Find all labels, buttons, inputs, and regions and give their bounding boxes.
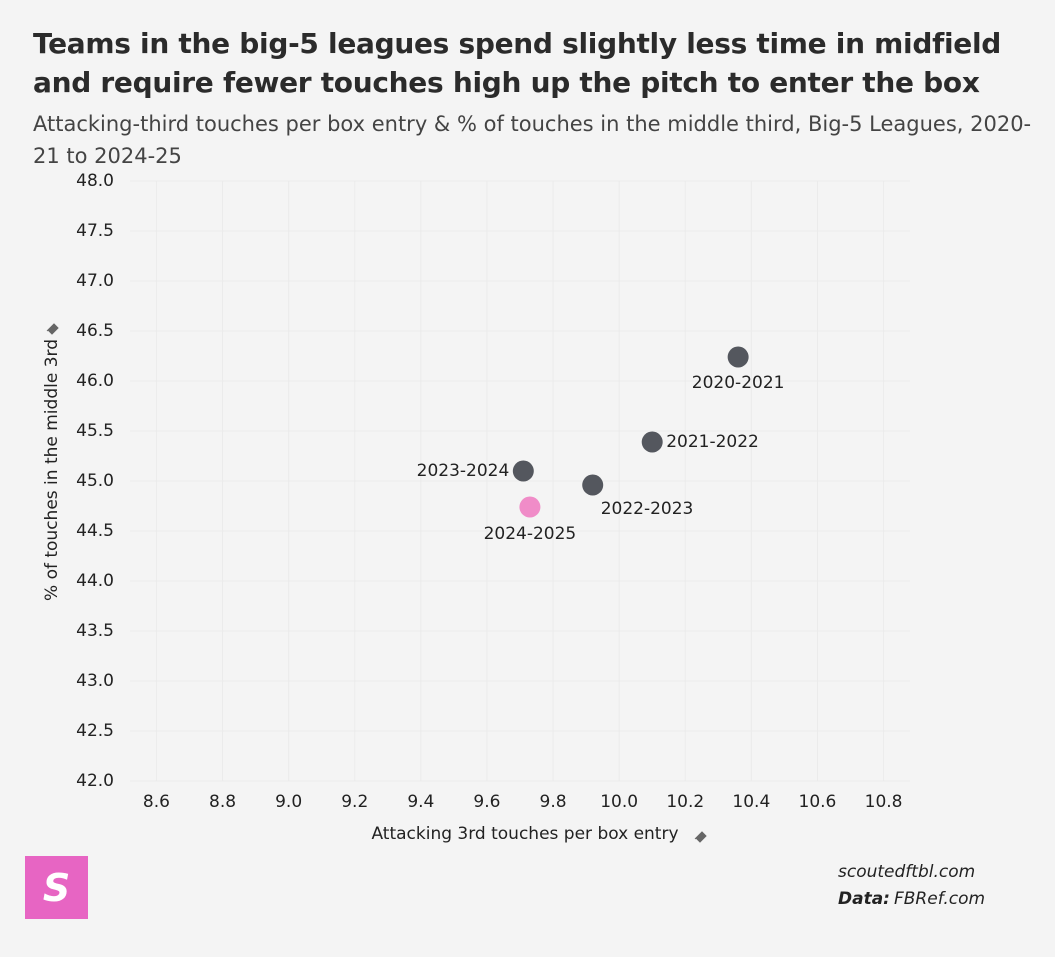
y-axis-label: % of touches in the middle 3rd [42,339,62,601]
y-tick-label: 43.5 [76,621,114,641]
point-label: 2022-2023 [601,499,694,519]
x-tick-label: 10.0 [600,792,638,812]
y-tick-label: 42.5 [76,721,114,741]
point-label: 2023-2024 [417,461,510,481]
x-axis-label: Attacking 3rd touches per box entry [371,824,678,844]
x-tick-label: 8.6 [143,792,170,812]
point [519,496,541,518]
y-tick-label: 47.5 [76,221,114,241]
x-tick-label: 10.8 [865,792,903,812]
source-credit: Data: FBRef.com [838,889,985,909]
point-label: 2021-2022 [666,432,759,452]
chart-subtitle: Attacking-third touches per box entry & … [33,112,1032,168]
x-tick-label: 10.6 [799,792,837,812]
y-tick-label: 46.0 [76,371,114,391]
y-tick-label: 48.0 [76,171,114,191]
x-tick-label: 10.2 [666,792,704,812]
x-tick-label: 10.4 [732,792,770,812]
point [641,431,663,453]
y-tick-label: 46.5 [76,321,114,341]
x-tick-label: 9.0 [275,792,302,812]
point-label: 2024-2025 [484,524,577,544]
y-tick-label: 43.0 [76,671,114,691]
x-tick-label: 9.4 [407,792,434,812]
y-tick-label: 45.0 [76,471,114,491]
y-tick-label: 44.0 [76,571,114,591]
source-label: Data: [838,889,890,909]
x-tick-label: 9.2 [341,792,368,812]
x-tick-label: 8.8 [209,792,236,812]
point [582,474,604,496]
source: FBRef.com [893,889,986,909]
y-tick-label: 42.0 [76,771,114,791]
point-label: 2020-2021 [692,373,785,393]
point [512,460,534,482]
y-tick-label: 44.5 [76,521,114,541]
x-tick-label: 9.6 [473,792,500,812]
chart-title: Teams in the big-5 leagues spend slightl… [33,27,1002,99]
y-tick-label: 45.5 [76,421,114,441]
point [727,346,749,368]
site-credit: scoutedftbl.com [838,862,976,882]
pin-icon [46,323,59,335]
y-tick-label: 47.0 [76,271,114,291]
pin-icon [694,831,707,843]
x-tick-label: 9.8 [540,792,567,812]
logo: S [25,856,88,919]
